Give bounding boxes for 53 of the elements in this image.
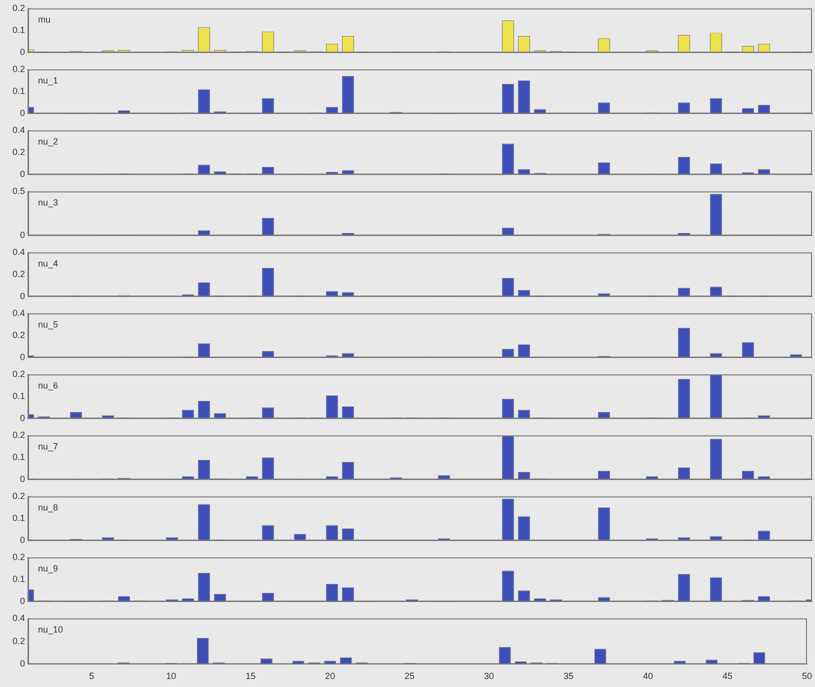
text: nu_3 (38, 197, 58, 208)
y-tick-label: 0 (20, 169, 25, 180)
text: nu_6 (38, 380, 58, 390)
text: nu_1 (38, 75, 58, 86)
y-tick-label: 0 (20, 535, 25, 546)
y-tick-label: 0.2 (12, 268, 25, 279)
y-tick-label: 0 (20, 596, 25, 606)
y-tick-label: 0.5 (12, 186, 25, 196)
y-tick-label: 0.2 (12, 330, 25, 340)
y-tick-label: 0 (20, 291, 25, 302)
x-tick-label: 45 (722, 671, 733, 682)
y-tick-label: 0.1 (12, 512, 25, 523)
y-tick-label: 0.1 (12, 452, 25, 462)
text: mu (38, 14, 51, 24)
y-tick-label: 0.2 (12, 490, 25, 501)
y-tick-label: 0.1 (12, 390, 25, 401)
y-tick-label: 0.1 (12, 574, 25, 584)
text: nu_8 (38, 502, 58, 512)
y-tick-label: 0 (20, 230, 25, 240)
text: nu_2 (38, 136, 58, 146)
y-tick-label: 0.4 (12, 308, 25, 318)
text: nu_10 (38, 624, 64, 634)
y-tick-label: 0.2 (12, 2, 25, 13)
y-tick-label: 0.4 (12, 246, 25, 257)
y-tick-label: 0.2 (12, 368, 25, 379)
x-tick-label: 10 (166, 671, 176, 682)
text: nu_7 (38, 441, 58, 452)
x-tick-label: 50 (802, 671, 812, 682)
y-tick-label: 0.4 (12, 124, 25, 135)
y-tick-label: 0.4 (12, 612, 25, 623)
text: nu_9 (38, 563, 58, 574)
y-tick-label: 0.2 (12, 146, 25, 157)
y-tick-label: 0.2 (12, 552, 25, 562)
y-tick-label: 0 (20, 352, 25, 362)
x-tick-label: 35 (564, 671, 574, 682)
x-tick-label: 20 (325, 671, 336, 682)
text: nu_4 (38, 258, 58, 268)
x-tick-label: 30 (484, 671, 494, 682)
y-tick-label: 0 (20, 413, 25, 424)
y-tick-label: 0 (20, 47, 25, 58)
y-tick-label: 0.2 (12, 636, 25, 646)
y-tick-label: 0.2 (12, 64, 25, 74)
y-tick-label: 0.2 (12, 430, 25, 440)
y-tick-label: 0 (20, 658, 25, 669)
y-tick-label: 0 (20, 108, 25, 118)
x-tick-label: 25 (404, 671, 415, 682)
x-tick-label: 15 (246, 671, 256, 682)
y-tick-label: 0 (20, 474, 25, 484)
x-tick-label: 5 (89, 671, 94, 682)
y-tick-label: 0.1 (12, 86, 25, 96)
text: nu_5 (38, 319, 58, 330)
y-tick-label: 0.1 (12, 24, 25, 35)
x-tick-label: 40 (643, 671, 654, 682)
